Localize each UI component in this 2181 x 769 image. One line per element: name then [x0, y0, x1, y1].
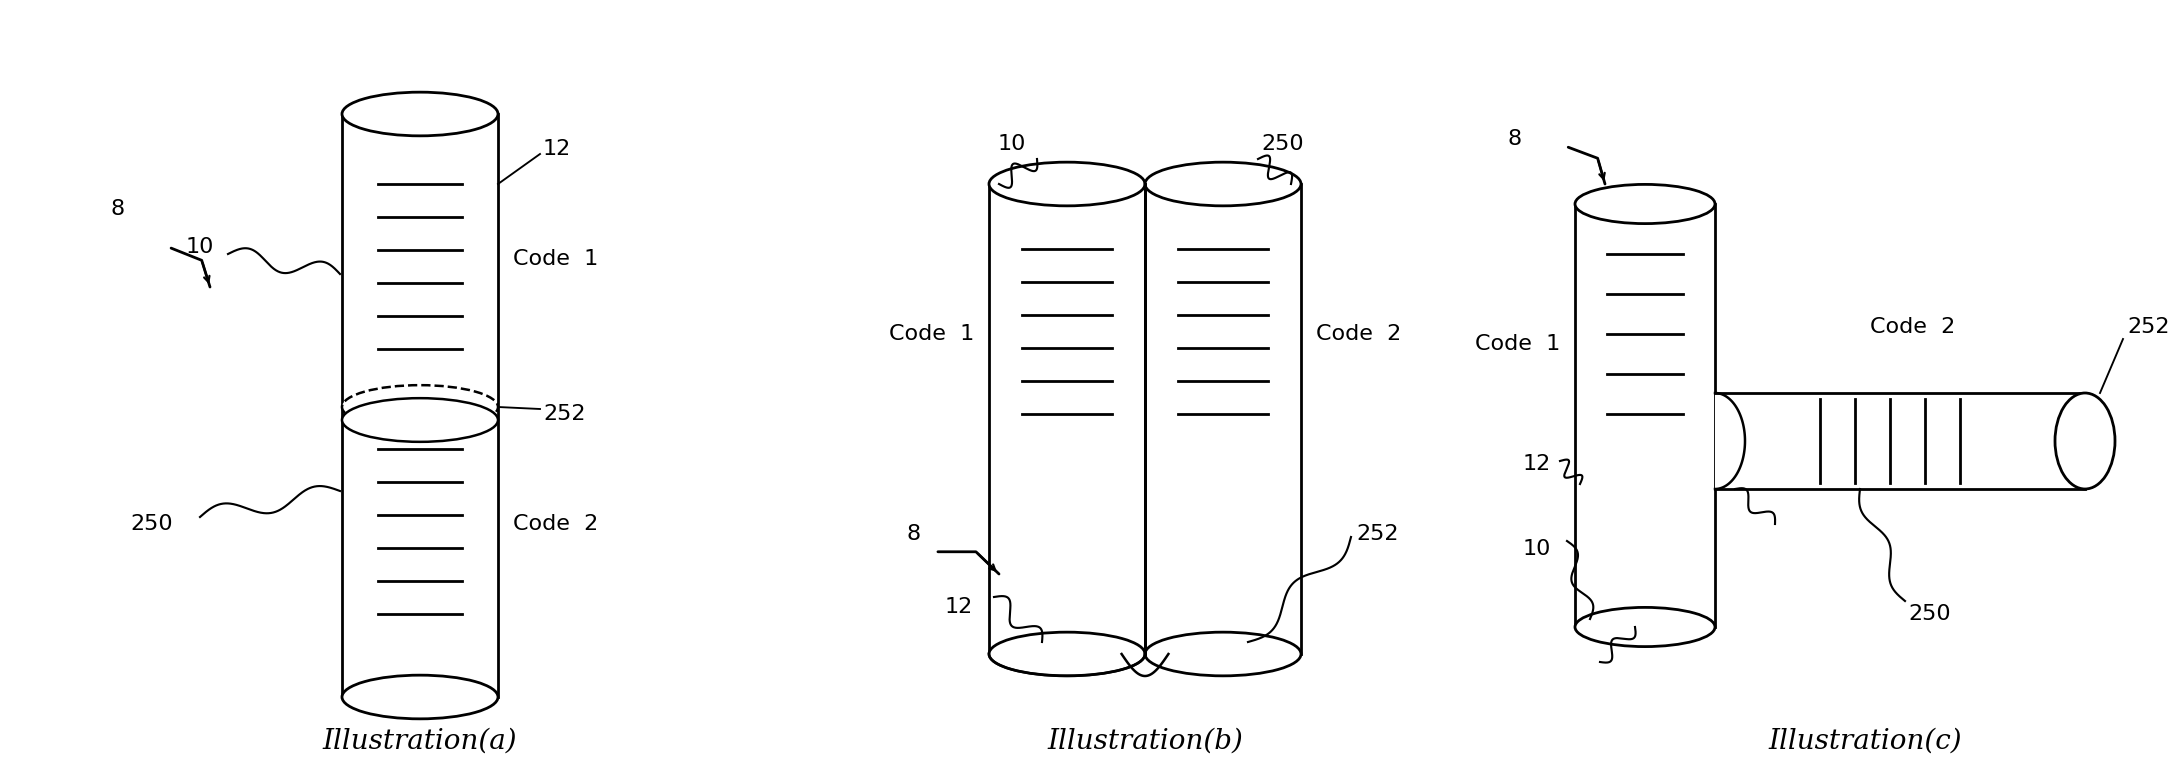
Ellipse shape	[1575, 185, 1714, 224]
Text: 252: 252	[543, 404, 585, 424]
Ellipse shape	[342, 398, 497, 442]
Text: Code  2: Code 2	[1869, 317, 1954, 337]
Polygon shape	[1145, 184, 1302, 654]
Text: 10: 10	[185, 237, 214, 257]
Text: Illustration(c): Illustration(c)	[1769, 727, 1963, 754]
Text: Code  1: Code 1	[1474, 334, 1559, 354]
Polygon shape	[342, 114, 497, 697]
Text: 250: 250	[1908, 604, 1952, 624]
Polygon shape	[1575, 204, 1714, 627]
Text: 250: 250	[131, 514, 172, 534]
Polygon shape	[1714, 393, 2085, 489]
Text: 10: 10	[999, 134, 1027, 154]
Text: Illustration(a): Illustration(a)	[323, 727, 517, 754]
Ellipse shape	[2055, 393, 2116, 489]
Ellipse shape	[1145, 632, 1302, 676]
Text: 252: 252	[1357, 524, 1398, 544]
Ellipse shape	[988, 632, 1145, 676]
Text: 8: 8	[907, 524, 920, 544]
Ellipse shape	[342, 385, 497, 429]
Text: Code  1: Code 1	[888, 324, 975, 344]
Text: Code  2: Code 2	[513, 514, 598, 534]
Text: 12: 12	[543, 139, 571, 159]
Text: 8: 8	[1507, 129, 1522, 149]
Text: Illustration(b): Illustration(b)	[1047, 727, 1243, 754]
Text: 12: 12	[1522, 454, 1551, 474]
Text: 10: 10	[1522, 539, 1551, 559]
Ellipse shape	[342, 675, 497, 719]
Ellipse shape	[342, 92, 497, 136]
Ellipse shape	[988, 162, 1145, 206]
Text: 250: 250	[1261, 134, 1304, 154]
Text: Code  2: Code 2	[1315, 324, 1400, 344]
Polygon shape	[988, 184, 1145, 654]
Ellipse shape	[1145, 162, 1302, 206]
Text: 12: 12	[944, 597, 973, 617]
Text: Code  1: Code 1	[513, 249, 598, 269]
Text: 252: 252	[2126, 317, 2170, 337]
Ellipse shape	[1575, 608, 1714, 647]
Text: 8: 8	[111, 199, 124, 219]
